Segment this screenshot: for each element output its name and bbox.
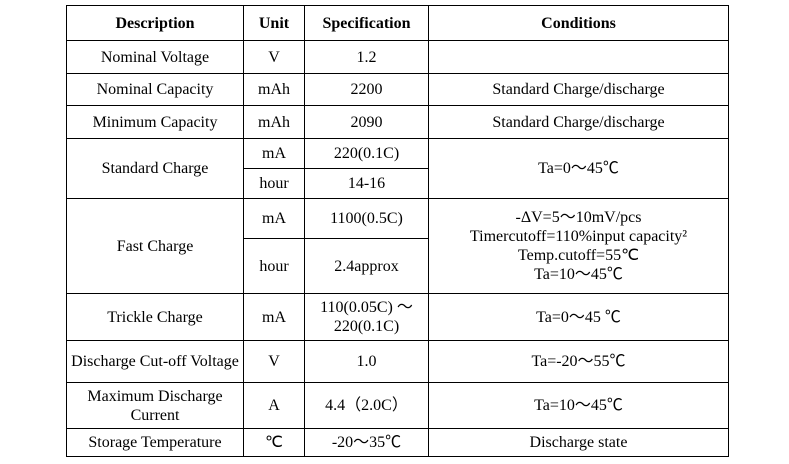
cell: Standard Charge/discharge [428, 73, 729, 106]
row: Storage Temperature ℃ -20～35℃ Discharge … [66, 428, 729, 457]
cell: Ta=10～45℃ [428, 382, 729, 429]
row: Discharge Cut-off Voltage V 1.0 Ta=-20～5… [66, 340, 729, 383]
cell: 110(0.05C) ～ 220(0.1C) [304, 293, 429, 341]
cell-line: Timercutoff=110%input capacity² [469, 228, 688, 245]
cell: 14-16 [304, 168, 429, 199]
cell: 220(0.1C) [304, 138, 429, 169]
cell: A [243, 382, 305, 429]
cell: 1.0 [304, 340, 429, 383]
row: Standard Charge mA 220(0.1C) Ta=0～45℃ [66, 138, 729, 199]
cell: 2.4approx [304, 238, 429, 294]
cell: Fast Charge [66, 198, 244, 294]
row: Nominal Voltage V 1.2 [66, 40, 729, 74]
cell: Discharge Cut-off Voltage [66, 340, 244, 383]
cell: ℃ [243, 428, 305, 457]
cell: mA [243, 198, 305, 239]
cell: V [243, 340, 305, 383]
cell: hour [243, 168, 305, 199]
cell: 2200 [304, 73, 429, 106]
cell [428, 40, 729, 74]
cell: mAh [243, 105, 305, 139]
cell: -20～35℃ [304, 428, 429, 457]
cell-line: Temp.cutoff=55℃ [517, 247, 640, 264]
cell: 1.2 [304, 40, 429, 74]
cell: 1100(0.5C) [304, 198, 429, 239]
cell-line: -ΔV=5～10mV/pcs [515, 209, 642, 226]
row: Trickle Charge mA 110(0.05C) ～ 220(0.1C)… [66, 293, 729, 341]
cell: Standard Charge/discharge [428, 105, 729, 139]
cell: Nominal Capacity [66, 73, 244, 106]
header-row: Description Unit Specification Condition… [66, 5, 729, 41]
cell: 4.4（2.0C） [304, 382, 429, 429]
cell-line: Ta=10～45℃ [534, 266, 623, 283]
row: Fast Charge mA 1100(0.5C) -ΔV=5～10mV/pcs… [66, 198, 729, 294]
cell: Ta=-20～55℃ [428, 340, 729, 383]
cell: 2090 [304, 105, 429, 139]
cell: Discharge state [428, 428, 729, 457]
row: Maximum Discharge Current A 4.4（2.0C） Ta… [66, 382, 729, 429]
cell: -ΔV=5～10mV/pcs Timercutoff=110%input cap… [428, 198, 729, 294]
cell: mAh [243, 73, 305, 106]
cell: mA [243, 138, 305, 169]
cell: Trickle Charge [66, 293, 244, 341]
cell: Ta=0～45℃ [428, 138, 729, 199]
header-cell: Specification [304, 5, 429, 41]
row: Nominal Capacity mAh 2200 Standard Charg… [66, 73, 729, 106]
cell: V [243, 40, 305, 74]
cell: Nominal Voltage [66, 40, 244, 74]
header-cell: Unit [243, 5, 305, 41]
row: Minimum Capacity mAh 2090 Standard Charg… [66, 105, 729, 139]
row: hour 2.4approx [67, 238, 729, 294]
cell: hour [243, 238, 305, 294]
cell: Standard Charge [66, 138, 244, 199]
cell: Storage Temperature [66, 428, 244, 457]
spec-table: Description Unit Specification Condition… [66, 5, 729, 457]
cell: Maximum Discharge Current [66, 382, 244, 429]
header-cell: Conditions [428, 5, 729, 41]
cell: mA [243, 293, 305, 341]
cell: Minimum Capacity [66, 105, 244, 139]
row: hour 14-16 [67, 168, 729, 199]
header-cell: Description [66, 5, 244, 41]
cell: Ta=0～45 ℃ [428, 293, 729, 341]
